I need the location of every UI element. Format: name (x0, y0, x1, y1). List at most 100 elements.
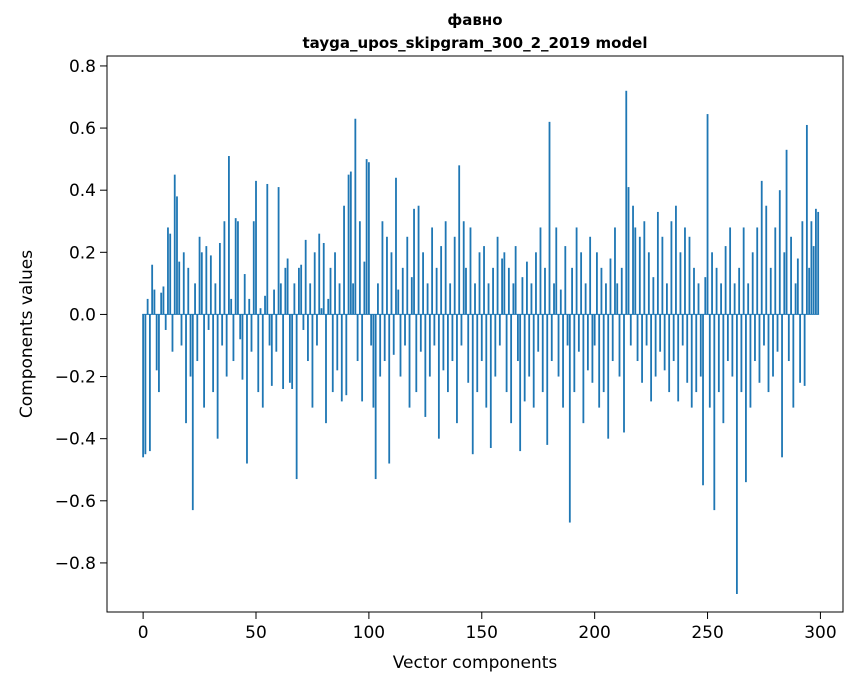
bar (345, 314, 348, 396)
bar (298, 267, 300, 315)
bar (200, 252, 203, 315)
bar (388, 314, 391, 464)
bar (654, 314, 657, 377)
bar (478, 252, 481, 315)
bar (796, 258, 799, 315)
bar (747, 283, 750, 315)
bar (769, 267, 772, 315)
bar (221, 314, 224, 346)
bar (584, 283, 587, 315)
bar (424, 314, 427, 417)
bar (749, 314, 752, 408)
bar (358, 221, 361, 315)
bar (180, 314, 183, 346)
bar (354, 118, 357, 315)
bar (250, 314, 253, 352)
bar (550, 314, 553, 362)
bar (182, 252, 185, 315)
bar (544, 267, 546, 315)
bar (270, 314, 273, 386)
bar (496, 236, 499, 315)
bar (596, 252, 598, 315)
bar (433, 314, 436, 346)
bar (146, 298, 149, 315)
bar (532, 314, 535, 408)
bar (356, 314, 359, 362)
bar (562, 314, 564, 408)
bar (309, 283, 312, 315)
bar (465, 267, 467, 315)
bar (293, 283, 296, 315)
bar (614, 227, 616, 315)
bar (426, 283, 429, 315)
bar (268, 314, 271, 346)
bar (688, 236, 691, 315)
bar (437, 314, 440, 439)
bar (453, 236, 456, 315)
bar (338, 283, 341, 315)
bar (512, 283, 515, 315)
bar (756, 227, 759, 315)
bar (492, 267, 494, 315)
bar (607, 314, 610, 439)
bar (767, 314, 770, 393)
bar (214, 283, 217, 315)
bar (611, 314, 614, 362)
bar (363, 261, 366, 315)
bar (808, 267, 811, 315)
bar (440, 246, 443, 315)
bar (568, 314, 571, 523)
bar (234, 218, 237, 315)
bar (609, 258, 612, 315)
bar (720, 283, 722, 315)
bar (284, 267, 287, 315)
bar (164, 314, 167, 330)
bar (187, 267, 190, 315)
bar (266, 183, 269, 315)
bar (672, 314, 675, 362)
bar (230, 298, 233, 315)
bar (738, 267, 741, 315)
bar (304, 239, 307, 315)
bar (160, 292, 163, 315)
bar (745, 314, 747, 483)
bar (347, 174, 350, 315)
bar (582, 314, 585, 424)
bar (781, 314, 783, 458)
bar (589, 236, 592, 315)
bar (726, 314, 729, 362)
bar (758, 314, 761, 383)
bar (336, 314, 339, 371)
bar (228, 156, 230, 315)
bar (618, 314, 621, 377)
bar (255, 180, 257, 315)
bar (805, 124, 808, 315)
y-tick-label: −0.4 (55, 430, 96, 450)
bar (711, 252, 713, 315)
bar (239, 314, 242, 340)
bar (225, 314, 228, 377)
bar (410, 277, 413, 315)
bar (817, 211, 820, 315)
bar (311, 314, 314, 408)
bar (776, 314, 779, 352)
bar (715, 267, 718, 315)
bar (641, 314, 643, 383)
bar (783, 252, 786, 315)
bar (799, 314, 802, 383)
bar (733, 283, 736, 315)
bar (422, 252, 424, 315)
bar (261, 314, 264, 408)
bar (638, 236, 641, 315)
bar (413, 208, 415, 315)
x-tick-label: 300 (804, 623, 836, 643)
bar (209, 255, 212, 315)
bar (787, 314, 790, 362)
bar (316, 314, 318, 346)
bar (564, 246, 567, 315)
bar (173, 174, 176, 315)
bar (577, 314, 580, 352)
bar (203, 314, 205, 408)
bar (528, 314, 531, 377)
bar (313, 252, 316, 315)
